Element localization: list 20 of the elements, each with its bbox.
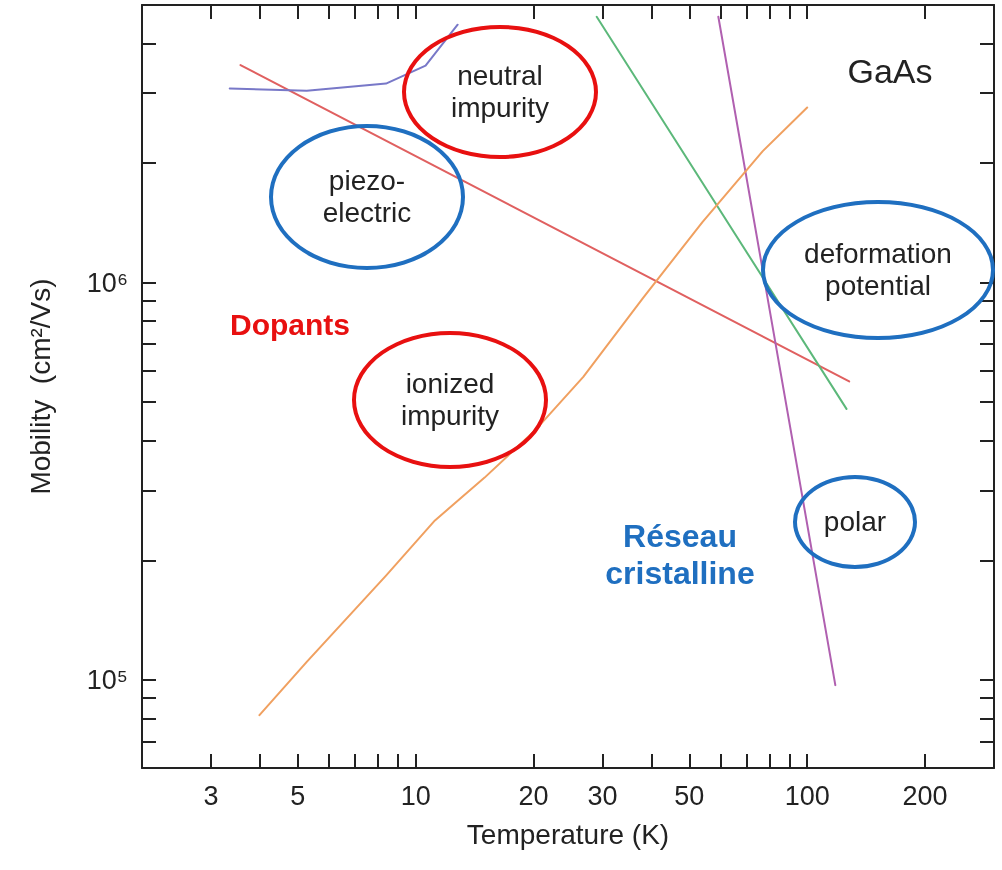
x-tick-label: 30: [587, 780, 618, 811]
annotation: ionized impurity: [400, 367, 500, 433]
y-axis-title: Mobility (cm²/Vs): [24, 278, 56, 495]
x-tick-label: 50: [674, 780, 705, 811]
annotation: neutral impurity: [450, 59, 550, 125]
annotation: piezo- electric: [322, 164, 412, 230]
y-tick-label: 10⁵: [86, 664, 128, 695]
x-tick-label: 5: [290, 780, 306, 811]
x-tick-label: 200: [902, 780, 948, 811]
annotation: GaAs: [847, 52, 933, 92]
annotation: polar: [823, 505, 887, 539]
annotation: deformation potential: [804, 237, 952, 303]
x-tick-label: 10: [400, 780, 431, 811]
x-tick-label: 3: [203, 780, 219, 811]
annotation: Réseau cristalline: [605, 518, 755, 592]
y-tick-label: 10⁶: [86, 267, 128, 298]
x-tick-label: 20: [518, 780, 549, 811]
annotation: Dopants: [230, 307, 350, 343]
x-tick-label: 100: [784, 780, 830, 811]
x-axis-title: Temperature (K): [466, 818, 670, 850]
